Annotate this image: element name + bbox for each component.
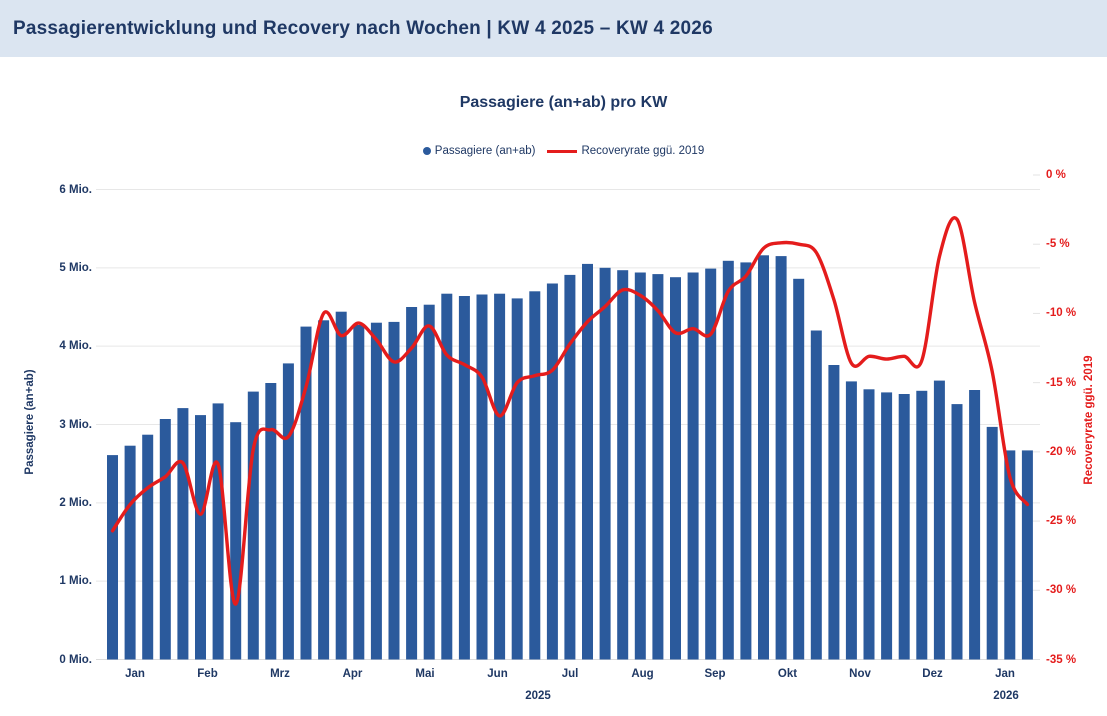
- month-label-dez-11: Dez: [922, 668, 943, 680]
- bar-week-16: [370, 322, 382, 660]
- month-label-mai-4: Mai: [415, 668, 435, 680]
- month-label-mrz-2: Mrz: [270, 668, 290, 680]
- right-axis-tick: 0 %: [1046, 169, 1066, 181]
- bar-week-13: [318, 320, 330, 660]
- bar-week-3: [142, 434, 154, 660]
- bar-week-6: [195, 415, 206, 660]
- bar-week-10: [265, 383, 277, 660]
- right-axis-tick: -30 %: [1046, 584, 1077, 597]
- bar-week-33: [670, 277, 681, 660]
- right-axis-tick: -5 %: [1046, 238, 1070, 251]
- bar-week-51: [986, 426, 998, 660]
- bar-week-28: [582, 263, 593, 660]
- bar-week-17: [388, 321, 400, 660]
- bar-week-36: [722, 260, 734, 660]
- bar-week-43: [845, 381, 857, 660]
- month-label-sep-8: Sep: [704, 668, 726, 680]
- bar-week-41: [810, 330, 822, 660]
- bar-week-44: [863, 389, 875, 660]
- bar-week-42: [828, 365, 840, 660]
- bar-week-1: [107, 455, 118, 660]
- bar-week-38: [758, 255, 769, 660]
- bar-week-31: [634, 272, 646, 660]
- chart-title: Passagiere (an+ab) pro KW: [459, 94, 668, 111]
- left-axis-tick: 1 Mio.: [59, 575, 92, 588]
- bar-week-21: [458, 296, 470, 660]
- bar-week-11: [282, 363, 294, 660]
- bar-week-20: [441, 293, 453, 660]
- bar-week-30: [617, 270, 629, 660]
- month-label-aug-7: Aug: [631, 668, 654, 680]
- left-axis-tick: 2 Mio.: [59, 496, 92, 509]
- bar-week-40: [793, 278, 805, 660]
- right-axis-tick: -20 %: [1046, 445, 1077, 458]
- month-label-feb-1: Feb: [197, 668, 218, 680]
- bar-week-35: [705, 268, 717, 660]
- year-label-2025: 2025: [525, 690, 551, 702]
- bar-week-26: [546, 283, 558, 660]
- bar-week-49: [951, 404, 963, 660]
- page-title: Passagierentwicklung und Recovery nach W…: [13, 17, 713, 39]
- bar-week-25: [529, 291, 541, 660]
- bar-week-12: [300, 326, 312, 660]
- bar-week-9: [247, 391, 259, 660]
- bar-week-24: [511, 298, 523, 660]
- right-axis-title: Recoveryrate ggü. 2019: [1083, 355, 1095, 485]
- bar-week-4: [159, 419, 171, 660]
- year-label-2026: 2026: [993, 690, 1019, 702]
- legend-label-recovery: Recoveryrate ggü. 2019: [581, 145, 705, 157]
- header-bar: Passagierentwicklung und Recovery nach W…: [0, 0, 1107, 57]
- right-axis-tick: -35 %: [1046, 653, 1077, 666]
- right-axis-tick: -25 %: [1046, 515, 1077, 528]
- bar-week-37: [740, 262, 752, 660]
- bar-week-46: [898, 394, 910, 660]
- month-label-jan-0: Jan: [125, 668, 145, 680]
- left-axis-tick: 5 Mio.: [59, 261, 92, 274]
- bar-week-19: [423, 304, 435, 660]
- bar-week-27: [564, 274, 576, 660]
- bar-week-52: [1004, 450, 1016, 660]
- legend-item-recovery: Recoveryrate ggü. 2019: [547, 145, 704, 157]
- bar-week-39: [775, 256, 787, 660]
- month-label-jan-12: Jan: [995, 668, 1015, 680]
- recovery-line: [110, 216, 1030, 606]
- bar-week-29: [599, 267, 611, 660]
- left-axis-tick: 3 Mio.: [59, 418, 92, 431]
- left-axis-tick: 4 Mio.: [59, 340, 92, 353]
- bar-week-15: [353, 325, 365, 660]
- legend-item-passengers: Passagiere (an+ab): [422, 145, 536, 157]
- bar-week-23: [494, 293, 506, 660]
- passengers-series-marker-icon: [422, 147, 431, 155]
- bar-week-50: [969, 390, 981, 660]
- recovery-series-marker-icon: [547, 149, 578, 153]
- month-label-jul-6: Jul: [561, 668, 579, 680]
- bar-week-32: [652, 274, 664, 660]
- bar-week-47: [916, 390, 928, 660]
- bar-week-8: [230, 422, 242, 660]
- passenger-bars: [107, 255, 1033, 660]
- right-axis-tick: -15 %: [1046, 376, 1077, 389]
- bar-week-7: [212, 403, 224, 660]
- bar-week-22: [476, 294, 488, 660]
- chart-legend: Passagiere (an+ab) Recoveryrate ggü. 201…: [10, 145, 1107, 157]
- bar-week-45: [881, 392, 893, 660]
- bar-week-5: [177, 408, 189, 660]
- left-axis-tick: 0 Mio.: [59, 653, 92, 666]
- month-label-okt-9: Okt: [777, 668, 798, 680]
- month-label-apr-3: Apr: [342, 668, 363, 680]
- bar-week-34: [687, 272, 699, 660]
- bar-week-14: [335, 311, 347, 660]
- month-label-nov-10: Nov: [849, 668, 871, 680]
- left-axis-tick: 6 Mio.: [59, 183, 92, 196]
- bar-week-18: [406, 307, 418, 660]
- legend-label-passengers: Passagiere (an+ab): [434, 145, 536, 157]
- bar-week-2: [124, 445, 136, 660]
- bar-week-48: [933, 380, 945, 660]
- bar-week-53: [1021, 450, 1033, 660]
- left-axis-title: Passagiere (an+ab): [24, 369, 36, 475]
- month-label-jun-5: Jun: [487, 668, 508, 680]
- right-axis-tick: -10 %: [1046, 307, 1077, 320]
